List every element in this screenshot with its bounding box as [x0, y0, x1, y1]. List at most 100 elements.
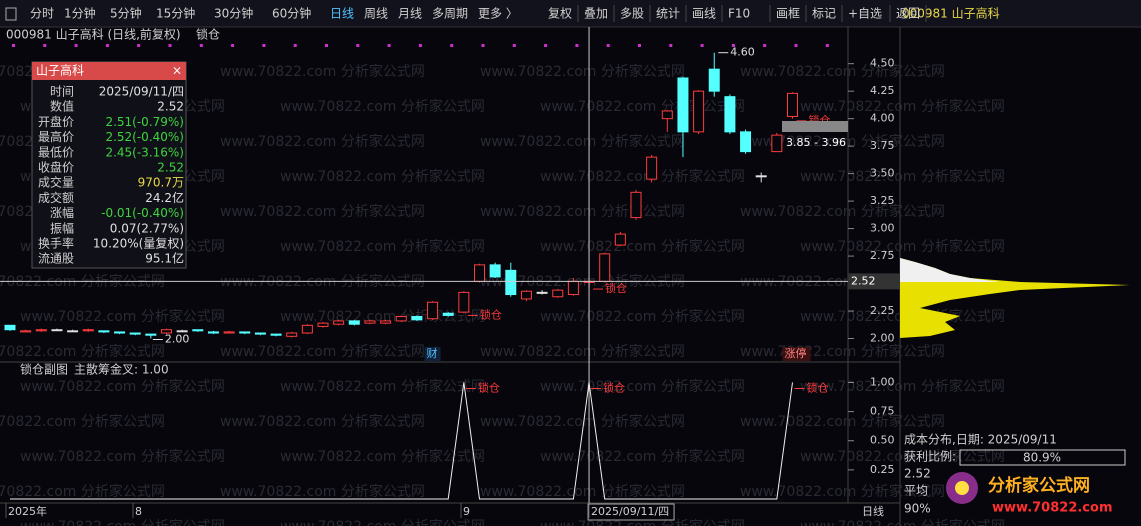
info-value: 0.07(2.77%): [110, 221, 184, 235]
lock-label: 锁仓: [478, 380, 500, 394]
x-label: 8: [135, 505, 142, 518]
marker-dot: [262, 44, 266, 47]
chart-title: 000981 山子高科 (日线,前复权): [6, 27, 181, 42]
watermark: www.70822.com 分析家公式网: [800, 238, 1005, 255]
info-value: 2.52(-0.40%): [105, 130, 184, 144]
toolbar-button[interactable]: 画框: [776, 7, 800, 21]
candle-body: [129, 332, 141, 335]
candle-body: [192, 329, 204, 332]
candle-body: [474, 264, 485, 282]
candle-body: [4, 324, 16, 331]
candle-body: [614, 233, 626, 246]
toolbar-button[interactable]: 返回: [896, 7, 920, 21]
watermark: www.70822.com 分析家公式网: [20, 378, 225, 395]
period-tab[interactable]: 日线: [330, 7, 354, 21]
candle-body: [552, 289, 564, 298]
watermark: www.70822.com 分析家公式网: [220, 413, 425, 430]
marker-dot: [43, 44, 47, 47]
period-tab[interactable]: 15分钟: [156, 6, 195, 21]
low-label: 2.00: [165, 333, 190, 346]
candle-body: [740, 131, 752, 153]
watermark: www.70822.com 分析家公式网: [220, 133, 425, 150]
period-tab[interactable]: 更多 〉: [478, 7, 518, 21]
marker-dot: [418, 44, 422, 47]
watermark: www.70822.com 分析家公式网: [280, 378, 485, 395]
watermark: www.70822.com 分析家公式网: [540, 518, 745, 526]
watermark: www.70822.com 分析家公式网: [480, 203, 685, 220]
indicator-name: 锁仓: [196, 27, 220, 42]
info-label: 成交额: [38, 190, 74, 205]
info-label: 振幅: [50, 220, 74, 235]
x-label: 2025年: [8, 504, 47, 518]
toolbar-button[interactable]: F10: [728, 7, 750, 21]
info-label: 开盘价: [38, 114, 74, 129]
toolbar-button[interactable]: 复权: [548, 7, 572, 21]
marker-dot: [450, 44, 454, 47]
marker-dot: [356, 44, 360, 47]
candle-body: [395, 316, 407, 322]
watermark: www.70822.com 分析家公式网: [540, 308, 745, 325]
info-panel: [31, 61, 187, 269]
y-tick-label: 0.75: [870, 405, 895, 418]
toolbar-button[interactable]: 叠加: [584, 7, 608, 21]
candle-body: [145, 333, 157, 336]
candle-body: [411, 316, 423, 321]
info-label: 成交量: [38, 175, 74, 190]
y-tick-label: 4.50: [870, 57, 895, 70]
logo-text: 分析家公式网: [988, 475, 1090, 496]
y-tick-label: 3.50: [870, 167, 895, 180]
info-value: 2.52: [157, 161, 184, 175]
toolbar-button[interactable]: 统计: [656, 7, 680, 21]
lock-label: 锁仓: [603, 380, 625, 394]
watermark: www.70822.com 分析家公式网: [20, 448, 225, 465]
toolbar-button[interactable]: 多股: [620, 7, 644, 21]
event-box: [782, 347, 811, 361]
sub-title: 锁仓副图: [20, 362, 68, 377]
marker-dot: [825, 44, 829, 47]
period-tab[interactable]: 多周期: [432, 7, 468, 21]
period-tab[interactable]: 周线: [364, 7, 388, 21]
y-tick-label: 2.25: [870, 304, 895, 317]
watermark: www.70822.com 分析家公式网: [540, 168, 745, 185]
period-tab[interactable]: 5分钟: [110, 6, 142, 21]
marker-dot: [575, 44, 579, 47]
candle-body: [489, 264, 501, 278]
candle-body: [207, 331, 219, 334]
period-tab[interactable]: 1分钟: [64, 6, 96, 21]
candle-body: [301, 324, 313, 334]
watermark: www.70822.com 分析家公式网: [800, 448, 1005, 465]
marker-dot: [74, 44, 78, 47]
close-button[interactable]: ×: [172, 64, 182, 78]
candle-body: [771, 134, 783, 153]
watermark: www.70822.com 分析家公式网: [800, 518, 1005, 526]
toolbar-button[interactable]: +自选: [848, 7, 882, 21]
range-box: [782, 121, 848, 132]
period-tab[interactable]: 月线: [398, 7, 422, 21]
watermark: www.70822.com 分析家公式网: [740, 203, 945, 220]
logo-url: www.70822.com: [992, 501, 1113, 516]
side-label: 获利比例:: [904, 450, 956, 464]
candle-body: [286, 332, 298, 337]
candle-body: [567, 280, 579, 296]
period-tab[interactable]: 60分钟: [272, 6, 311, 21]
candle-body: [239, 331, 251, 334]
candle-body: [114, 331, 126, 334]
toolbar-button[interactable]: 画线: [692, 7, 716, 21]
watermark: www.70822.com 分析家公式网: [540, 448, 745, 465]
frame-icon: [5, 7, 17, 21]
period-tab[interactable]: 分时: [30, 7, 54, 21]
candle-body: [458, 291, 470, 313]
toolbar-button[interactable]: 标记: [812, 7, 836, 21]
candle-body: [348, 320, 360, 325]
watermark: www.70822.com 分析家公式网: [220, 63, 425, 80]
watermark: www.70822.com 分析家公式网: [220, 343, 425, 360]
watermark: www.70822.com 分析家公式网: [20, 308, 225, 325]
candle-body: [599, 253, 611, 282]
watermark: www.70822.com 分析家公式网: [540, 378, 745, 395]
info-value: 24.2亿: [145, 190, 184, 205]
y-tick-label: 4.25: [870, 84, 895, 97]
watermark: www.70822.com 分析家公式网: [800, 378, 1005, 395]
period-tab[interactable]: 30分钟: [214, 6, 253, 21]
candle-body: [708, 68, 720, 92]
